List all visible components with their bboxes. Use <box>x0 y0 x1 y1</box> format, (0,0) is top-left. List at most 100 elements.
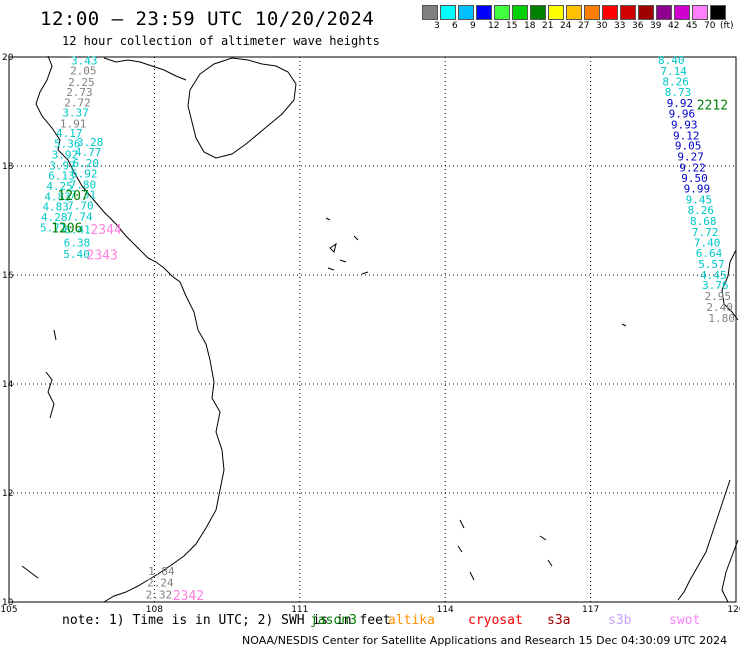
swh-reading: 4.45 <box>700 269 727 282</box>
pass-time-label: 1207 <box>57 189 88 204</box>
swh-reading: 7.74 <box>66 211 93 224</box>
lon-tick-label: 117 <box>582 605 599 615</box>
colorbar-tick: 36 <box>632 21 644 31</box>
lat-tick-label: 20 <box>2 53 14 63</box>
swh-reading: 7.14 <box>660 65 687 78</box>
swh-reading: 9.50 <box>681 172 708 185</box>
swh-reading: 9.27 <box>677 151 704 164</box>
swh-reading: 4.77 <box>75 146 102 159</box>
colorbar-tick: 39 <box>650 21 662 31</box>
swh-reading: 7.80 <box>70 178 97 191</box>
colorbar-tick: 42 <box>668 21 680 31</box>
swh-reading: 9.93 <box>671 118 698 131</box>
swh-reading: 4.17 <box>56 127 83 140</box>
swh-reading: 6.13 <box>48 170 74 183</box>
swh-reading: 6.41 <box>64 224 91 237</box>
colorbar-swatch <box>638 5 654 20</box>
swh-reading: 6.92 <box>71 167 98 180</box>
swh-reading: 2.40 <box>706 301 733 314</box>
colorbar-swatch <box>440 5 456 20</box>
lon-tick-label: 120 <box>727 605 740 615</box>
colorbar-swatch <box>692 5 708 20</box>
coastline <box>21 55 739 603</box>
swh-reading: 1.84 <box>148 565 175 578</box>
colorbar-tick: 18 <box>524 21 536 31</box>
lat-tick-label: 14 <box>2 380 14 390</box>
colorbar-tick: 30 <box>596 21 608 31</box>
colorbar-swatch <box>566 5 582 20</box>
swh-reading: 2.32 <box>146 589 173 602</box>
pass-time-label: 2343 <box>87 249 118 264</box>
axis-labels: 105 108 111 114 117 120 20 18 16 14 12 10 <box>0 53 740 615</box>
colorbar-swatch <box>620 5 636 20</box>
swh-reading: 5.57 <box>698 258 725 271</box>
swh-reading: 5.36 <box>54 137 81 150</box>
swh-reading: 4.25 <box>46 180 73 193</box>
swh-reading: 2.24 <box>147 577 174 590</box>
pass-time-label: 2344 <box>90 223 121 238</box>
colorbar-swatch <box>674 5 690 20</box>
altimeter-tracks: 3.432.052.252.732.723.371.914.175.363.92… <box>40 54 735 604</box>
colorbar-tick: 27 <box>578 21 590 31</box>
swh-reading: 9.96 <box>669 107 696 120</box>
lat-tick-label: 18 <box>2 162 14 172</box>
swh-reading: 9.92 <box>667 97 694 110</box>
swh-reading: 6.38 <box>64 237 91 250</box>
swh-reading: 4.83 <box>42 201 69 214</box>
swh-reading: 9.12 <box>673 129 700 142</box>
colorbar-tick: 33 <box>614 21 626 31</box>
map-frame <box>8 56 737 603</box>
swh-reading: 8.40 <box>658 54 685 67</box>
colorbar-swatch <box>458 5 474 20</box>
graticule <box>8 56 737 603</box>
colorbar-tick: 21 <box>542 21 554 31</box>
map-title: 12:00 – 23:59 UTC 10/20/2024 <box>40 8 375 30</box>
satellite-legend-swot: swot <box>669 613 701 628</box>
swh-reading: 5.71 <box>40 221 66 234</box>
swh-reading: 2.95 <box>704 290 731 303</box>
swh-reading: 3.76 <box>702 279 729 292</box>
lon-tick-label: 108 <box>146 605 163 615</box>
colorbar-swatch <box>584 5 600 20</box>
swh-reading: 9.05 <box>675 140 702 153</box>
swh-reading: 8.73 <box>665 86 692 99</box>
colorbar-tick: 6 <box>452 21 458 31</box>
colorbar-tick: 12 <box>488 21 500 31</box>
colorbar-tick: 15 <box>506 21 518 31</box>
swh-reading: 5.40 <box>63 248 90 261</box>
colorbar-swatch <box>494 5 510 20</box>
lon-tick-label: 114 <box>437 605 454 615</box>
swh-reading: 2.73 <box>66 86 93 99</box>
colorbar-unit: (ft) <box>720 21 734 31</box>
swh-reading: 3.97 <box>49 159 76 172</box>
colorbar-tick: 45 <box>686 21 698 31</box>
lat-tick-label: 10 <box>2 598 14 608</box>
map-subtitle: 12 hour collection of altimeter wave hei… <box>62 34 380 48</box>
swh-reading: 3.92 <box>52 148 79 161</box>
pass-time-label: 1206 <box>51 221 82 236</box>
swh-reading: 9.45 <box>686 194 713 207</box>
colorbar-swatch <box>422 5 438 20</box>
lon-tick-label: 111 <box>291 605 308 615</box>
swh-reading: 2.05 <box>70 64 97 77</box>
pass-time-label: 2212 <box>697 98 728 113</box>
satellite-legend-jason3: jason3 <box>310 613 357 628</box>
swh-reading: 4.83 <box>44 190 70 203</box>
swh-reading: 8.26 <box>662 75 689 88</box>
colorbar-swatch <box>710 5 726 20</box>
satellite-legend-altika: altika <box>388 613 435 628</box>
colorbar-swatch <box>476 5 492 20</box>
footer-note: note: 1) Time is in UTC; 2) SWH is in fe… <box>62 613 391 628</box>
swh-reading: 4.28 <box>41 211 68 224</box>
swh-reading: 9.22 <box>679 161 706 174</box>
satellite-legend-s3b: s3b <box>608 613 632 628</box>
swh-reading: 7.72 <box>692 226 719 239</box>
colorbar-swatch <box>602 5 618 20</box>
lat-tick-label: 12 <box>2 489 13 499</box>
swh-reading: 2.72 <box>64 97 91 110</box>
colorbar-swatch <box>530 5 546 20</box>
credit-line: NOAA/NESDIS Center for Satellite Applica… <box>242 634 728 647</box>
swh-reading: 9.99 <box>684 183 711 196</box>
colorbar-tick: 70 <box>704 21 716 31</box>
